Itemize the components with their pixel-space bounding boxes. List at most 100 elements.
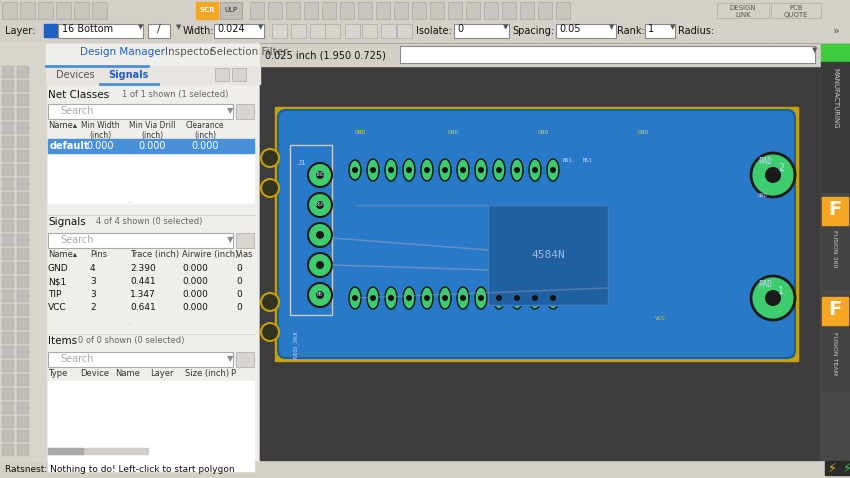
- Text: default: default: [50, 141, 89, 151]
- Bar: [236, 352, 254, 367]
- Text: ▼: ▼: [503, 24, 508, 30]
- Text: TIP: TIP: [48, 290, 61, 299]
- Bar: [2, 150, 14, 162]
- FancyBboxPatch shape: [278, 110, 795, 358]
- Circle shape: [308, 163, 332, 187]
- Bar: [48, 448, 148, 454]
- Bar: [822, 297, 848, 325]
- Bar: [148, 24, 170, 38]
- Bar: [488, 205, 608, 305]
- Bar: [38, 2, 53, 19]
- Bar: [0, 460, 850, 478]
- Bar: [17, 332, 29, 344]
- Bar: [48, 381, 254, 471]
- Text: 2.390: 2.390: [130, 264, 156, 273]
- Bar: [236, 104, 254, 119]
- Text: 1: 1: [778, 286, 784, 296]
- Text: »: »: [833, 26, 840, 36]
- Text: Name▴: Name▴: [48, 121, 77, 130]
- Ellipse shape: [367, 159, 379, 181]
- Bar: [2, 290, 14, 302]
- Bar: [502, 2, 516, 19]
- Ellipse shape: [493, 287, 505, 309]
- Ellipse shape: [475, 159, 487, 181]
- Text: 2: 2: [90, 303, 95, 312]
- Ellipse shape: [511, 287, 523, 309]
- Text: AUDIO_JACK: AUDIO_JACK: [293, 330, 298, 359]
- Text: N$1: N$1: [48, 277, 66, 286]
- Circle shape: [261, 293, 279, 311]
- Circle shape: [550, 167, 556, 173]
- Text: ▼: ▼: [138, 24, 144, 30]
- FancyBboxPatch shape: [58, 24, 143, 38]
- Bar: [17, 108, 29, 120]
- Text: 0.641: 0.641: [130, 303, 156, 312]
- Bar: [17, 262, 29, 274]
- Bar: [17, 248, 29, 260]
- Bar: [821, 62, 849, 192]
- Text: ▼: ▼: [176, 24, 181, 30]
- Circle shape: [261, 179, 279, 197]
- Bar: [717, 3, 769, 18]
- Circle shape: [308, 253, 332, 277]
- Text: 0.000: 0.000: [182, 264, 208, 273]
- Bar: [236, 233, 254, 248]
- FancyBboxPatch shape: [454, 24, 509, 38]
- Bar: [0, 44, 850, 66]
- Bar: [290, 145, 332, 315]
- Bar: [2, 430, 14, 442]
- Bar: [822, 197, 848, 225]
- Bar: [2, 402, 14, 414]
- Text: 0: 0: [236, 264, 241, 273]
- Text: /: /: [157, 24, 161, 34]
- Bar: [2, 80, 14, 92]
- Text: Inspector: Inspector: [165, 47, 213, 57]
- Text: ▼: ▼: [670, 24, 676, 30]
- Text: 0.441: 0.441: [130, 277, 156, 286]
- Text: Search: Search: [60, 354, 94, 364]
- Text: Trace (inch): Trace (inch): [130, 250, 179, 259]
- FancyBboxPatch shape: [556, 24, 616, 38]
- Text: 0.000: 0.000: [182, 277, 208, 286]
- Text: Signals: Signals: [48, 217, 86, 227]
- Bar: [286, 2, 300, 19]
- Bar: [17, 304, 29, 316]
- Circle shape: [460, 295, 466, 301]
- Bar: [2, 178, 14, 190]
- Text: NB: NB: [317, 293, 323, 297]
- Text: GND: GND: [537, 130, 548, 134]
- Text: F: F: [829, 300, 842, 319]
- Text: VCC: VCC: [654, 315, 666, 321]
- Bar: [0, 44, 46, 460]
- Text: F: F: [829, 200, 842, 219]
- Text: PAD: PAD: [758, 280, 772, 289]
- Text: MANUFACTURING: MANUFACTURING: [832, 68, 838, 129]
- Text: ▼: ▼: [812, 47, 818, 53]
- Bar: [0, 0, 850, 22]
- Bar: [2, 122, 14, 134]
- Bar: [2, 416, 14, 428]
- Circle shape: [308, 283, 332, 307]
- Text: ▼: ▼: [227, 235, 234, 244]
- Text: GND: GND: [48, 264, 69, 273]
- Bar: [412, 2, 426, 19]
- Circle shape: [478, 167, 484, 173]
- Ellipse shape: [511, 159, 523, 181]
- Bar: [17, 94, 29, 106]
- Bar: [484, 2, 498, 19]
- Bar: [220, 2, 242, 19]
- Text: 16 Bottom: 16 Bottom: [62, 24, 113, 34]
- Ellipse shape: [385, 287, 397, 309]
- Circle shape: [388, 167, 394, 173]
- Bar: [325, 24, 340, 38]
- Bar: [17, 220, 29, 232]
- Text: ⚡: ⚡: [828, 461, 836, 475]
- Bar: [268, 2, 282, 19]
- Bar: [260, 44, 820, 66]
- Bar: [345, 24, 360, 38]
- Bar: [17, 164, 29, 176]
- Ellipse shape: [457, 159, 469, 181]
- Circle shape: [460, 167, 466, 173]
- Text: 1: 1: [648, 24, 654, 34]
- Bar: [17, 360, 29, 372]
